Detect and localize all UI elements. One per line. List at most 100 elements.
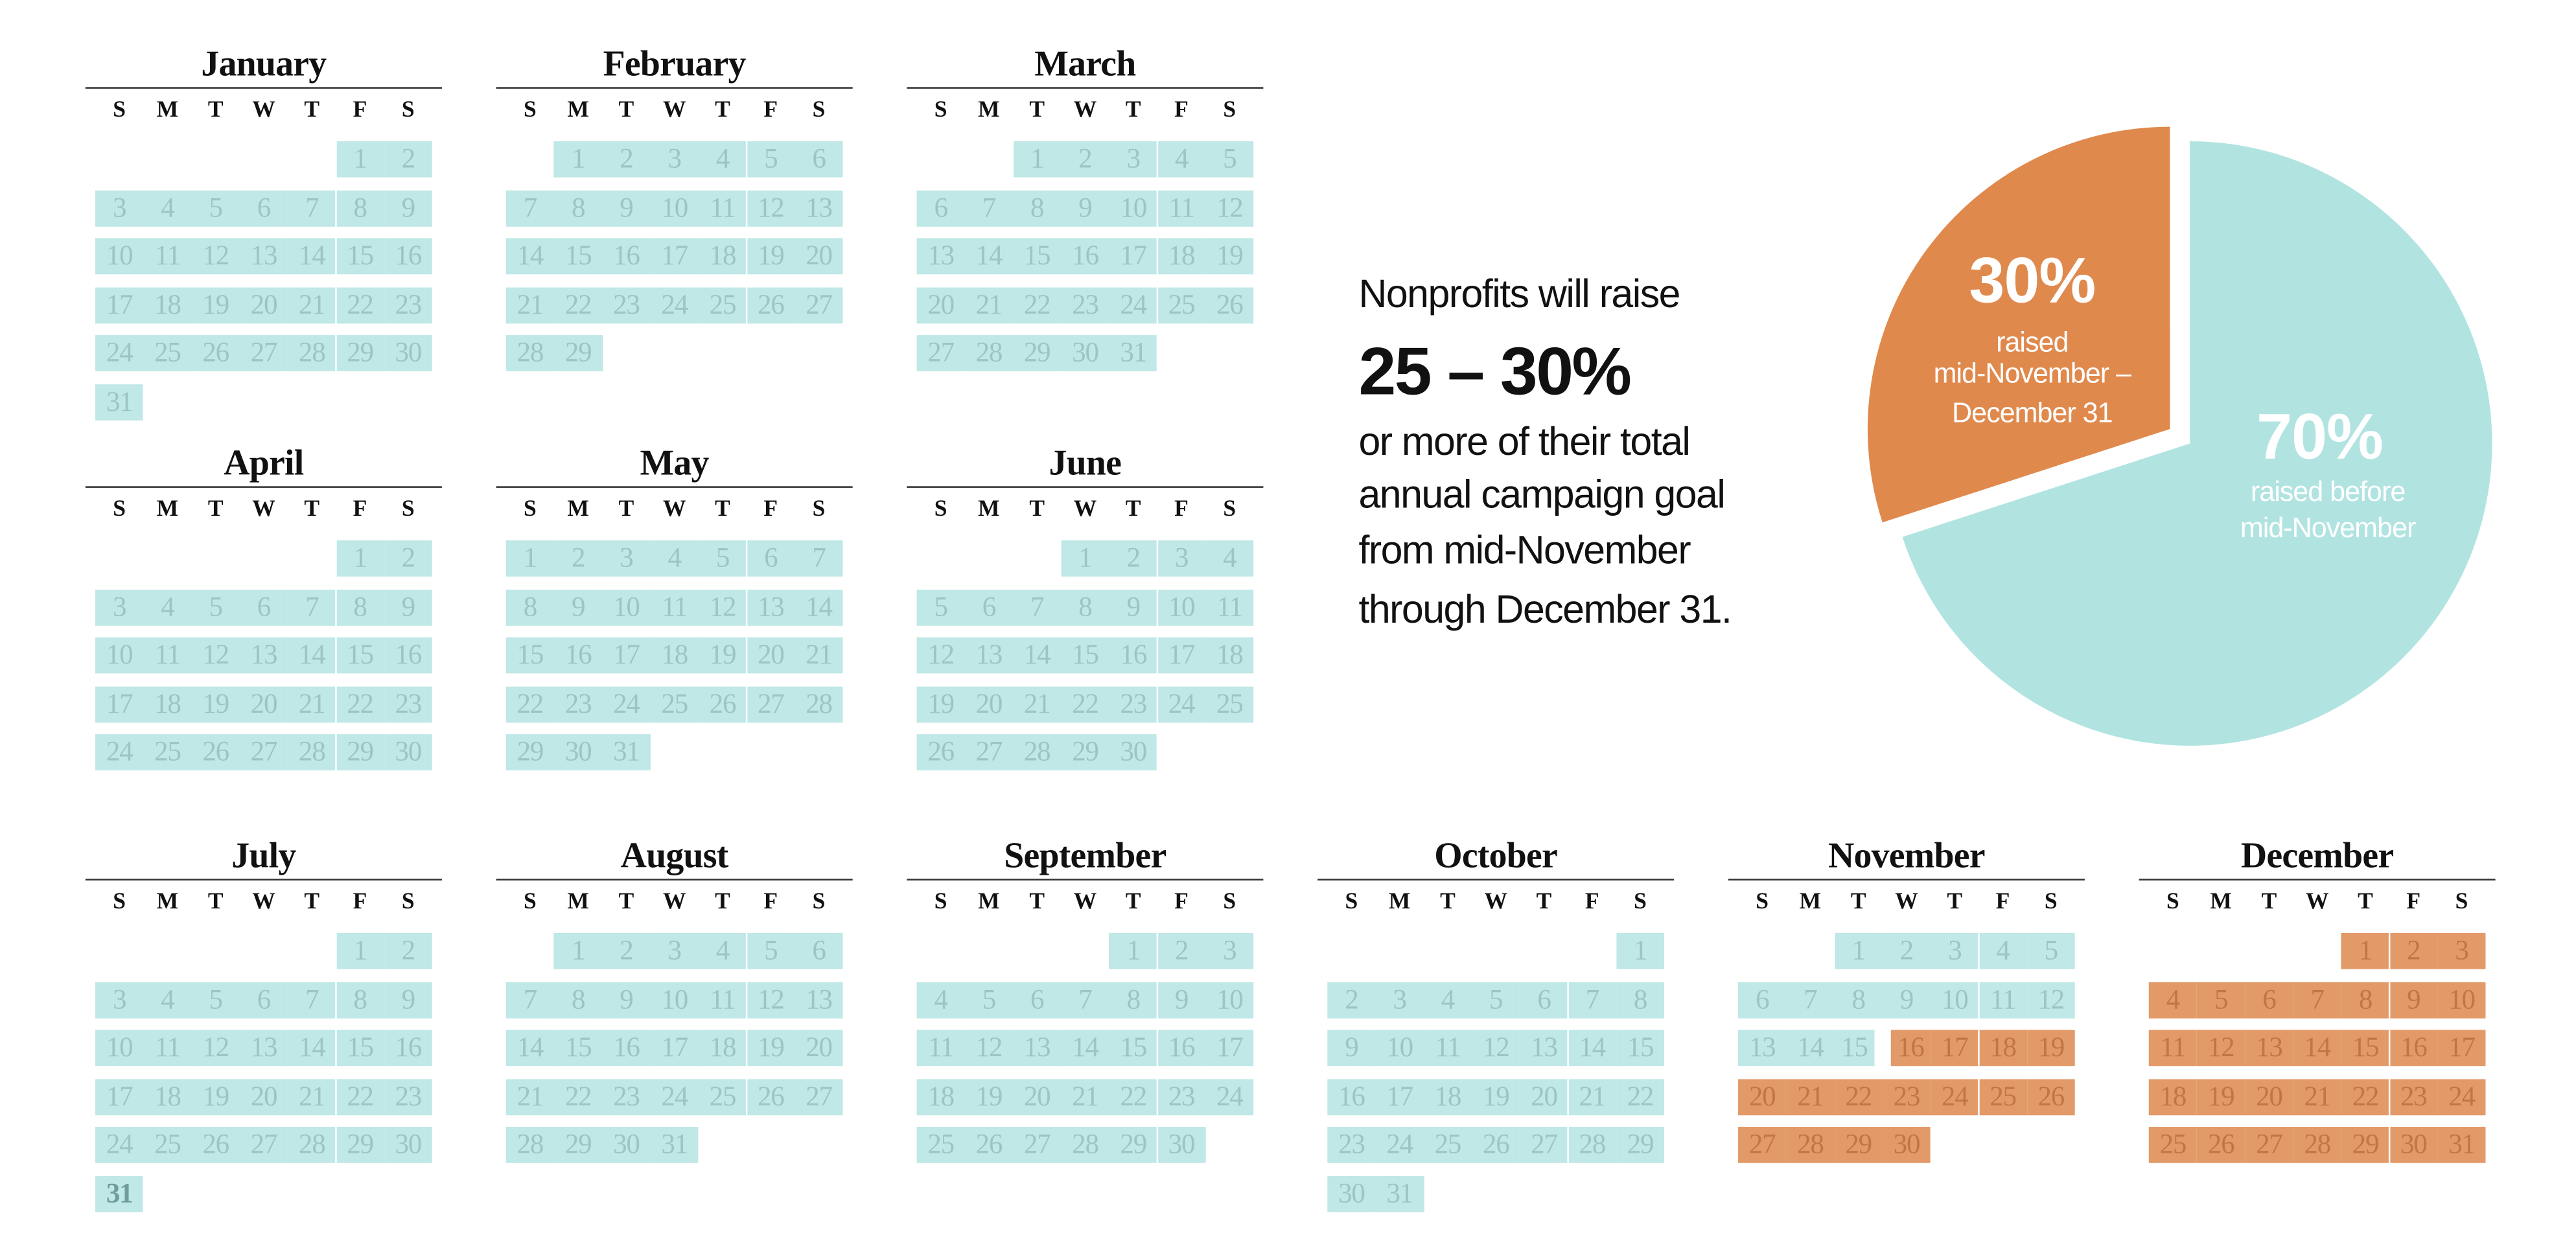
day-cell-year-end: 15 [2341,1030,2390,1067]
day-cell-year-end: 30 [1882,1127,1931,1163]
day-cell-year-end: 25 [2148,1127,2198,1163]
day-cell: 15 [336,637,384,674]
weekday-label: W [662,498,686,523]
day-cell: 17 [95,286,144,323]
month-title: October [1434,834,1558,876]
weekday-label: S [401,98,415,124]
day-cell-year-end: 28 [2293,1127,2341,1163]
day-cell-year-end: 18 [1978,1030,2027,1067]
day-cell: 20 [964,686,1014,722]
month-september: September S M T W T F S 1 2 3 4 5 6 7 8 9 10 11 12 13 14 15 16 1… [907,833,1264,1210]
weekday-label: S [113,890,126,915]
day-cell: 19 [747,1030,795,1067]
day-cell: 16 [384,238,432,275]
day-cell: 8 [1061,588,1109,625]
day-cell: 6 [795,932,843,969]
weekday-label: W [252,890,275,915]
day-cell: 16 [384,637,432,674]
weekday-label: W [662,98,686,124]
day-cell: 27 [239,734,288,770]
day-cell: 11 [916,1030,965,1067]
day-cell-year-end: 1 [2341,932,2390,969]
weekday-label: T [1947,890,1963,915]
day-cell: 7 [1786,981,1835,1018]
day-cell: 2 [384,540,432,577]
day-cell: 28 [1013,734,1062,770]
day-cell: 16 [384,1030,432,1067]
weekday-label: M [567,498,589,523]
day-cell: 9 [1109,588,1157,625]
day-cell: 16 [1327,1078,1376,1114]
weekday-label: S [401,498,415,523]
day-cell: 22 [336,286,384,323]
day-cell: 6 [747,540,795,577]
day-cell: 15 [1109,1030,1157,1067]
day-cell: 19 [698,637,747,674]
day-cell: 7 [1013,588,1062,625]
day-cell: 10 [1109,189,1157,226]
day-cell: 28 [1061,1127,1109,1163]
day-cell: 21 [505,1078,555,1114]
month-title: February [603,42,747,84]
day-cell: 1 [1061,540,1109,577]
day-cell: 29 [554,335,603,371]
day-cell-year-end: 2 [2389,932,2438,969]
day-cell: 21 [1013,686,1062,722]
day-cell: 15 [1834,1030,1875,1067]
day-cell-year-end: 28 [1786,1127,1835,1163]
day-cell-year-end: 31 [2437,1127,2486,1163]
day-cell: 30 [1061,335,1109,371]
weekday-label: S [1634,890,1647,915]
day-cell: 25 [1205,686,1254,722]
day-cell: 10 [602,588,651,625]
day-cell: 8 [336,189,384,226]
weekday-label: F [2406,890,2421,915]
day-cell: 23 [384,286,432,323]
day-cell: 26 [698,686,747,722]
day-cell: 11 [1978,981,2027,1018]
day-cell: 12 [916,637,965,674]
day-cell: 26 [191,1127,240,1163]
month-title: January [201,42,327,84]
weekday-label: S [1223,98,1236,124]
month-march: March S M T W T F S 1 2 3 4 5 6 7 8 9 10 11 12 13 14 15 16 17 18 1… [907,41,1264,419]
month-june: June S M T W T F S 1 2 3 4 5 6 7 8 9 10 11 12 13 14 15 16 17 18 19… [907,440,1264,818]
month-divider [496,87,853,89]
day-cell: 23 [384,1078,432,1114]
day-cell: 8 [336,981,384,1018]
weekday-label: S [401,890,415,915]
day-cell: 22 [554,286,603,323]
day-cell: 2 [1327,981,1376,1018]
day-cell: 6 [239,189,288,226]
weekday-label: T [618,890,634,915]
weekday-label: S [812,890,826,915]
day-cell: 30 [1157,1127,1206,1163]
day-cell: 14 [288,1030,336,1067]
month-november: November S M T W T F S 1 2 3 4 5 6 7 8 9 10 11 12 13 14 15 16 17… [1728,833,2085,1210]
day-cell: 4 [1978,932,2027,969]
day-cell: 6 [239,588,288,625]
weekday-label: T [2261,890,2277,915]
day-cell-year-end: 11 [2148,1030,2198,1067]
day-cell: 30 [602,1127,651,1163]
pie-label-before-percent: 70% [2257,402,2384,474]
day-cell: 13 [795,189,843,226]
day-cell: 24 [650,1078,699,1114]
day-cell: 27 [239,335,288,371]
day-cell: 13 [239,637,288,674]
day-cell: 12 [1205,189,1254,226]
weekday-label: W [2305,890,2329,915]
pie-slice-mid-november-to-december-31 [1867,126,2170,523]
day-cell: 15 [1616,1030,1665,1067]
month-divider [907,486,1264,488]
weekday-label: S [524,98,537,124]
day-cell: 26 [747,286,795,323]
weekday-label: T [1125,498,1141,523]
weekday-label: T [1850,890,1866,915]
day-cell: 5 [191,588,240,625]
day-cell: 24 [1109,286,1157,323]
month-divider [85,87,442,89]
weekday-label: T [715,98,730,124]
day-cell: 7 [505,981,555,1018]
day-cell: 24 [1157,686,1206,722]
